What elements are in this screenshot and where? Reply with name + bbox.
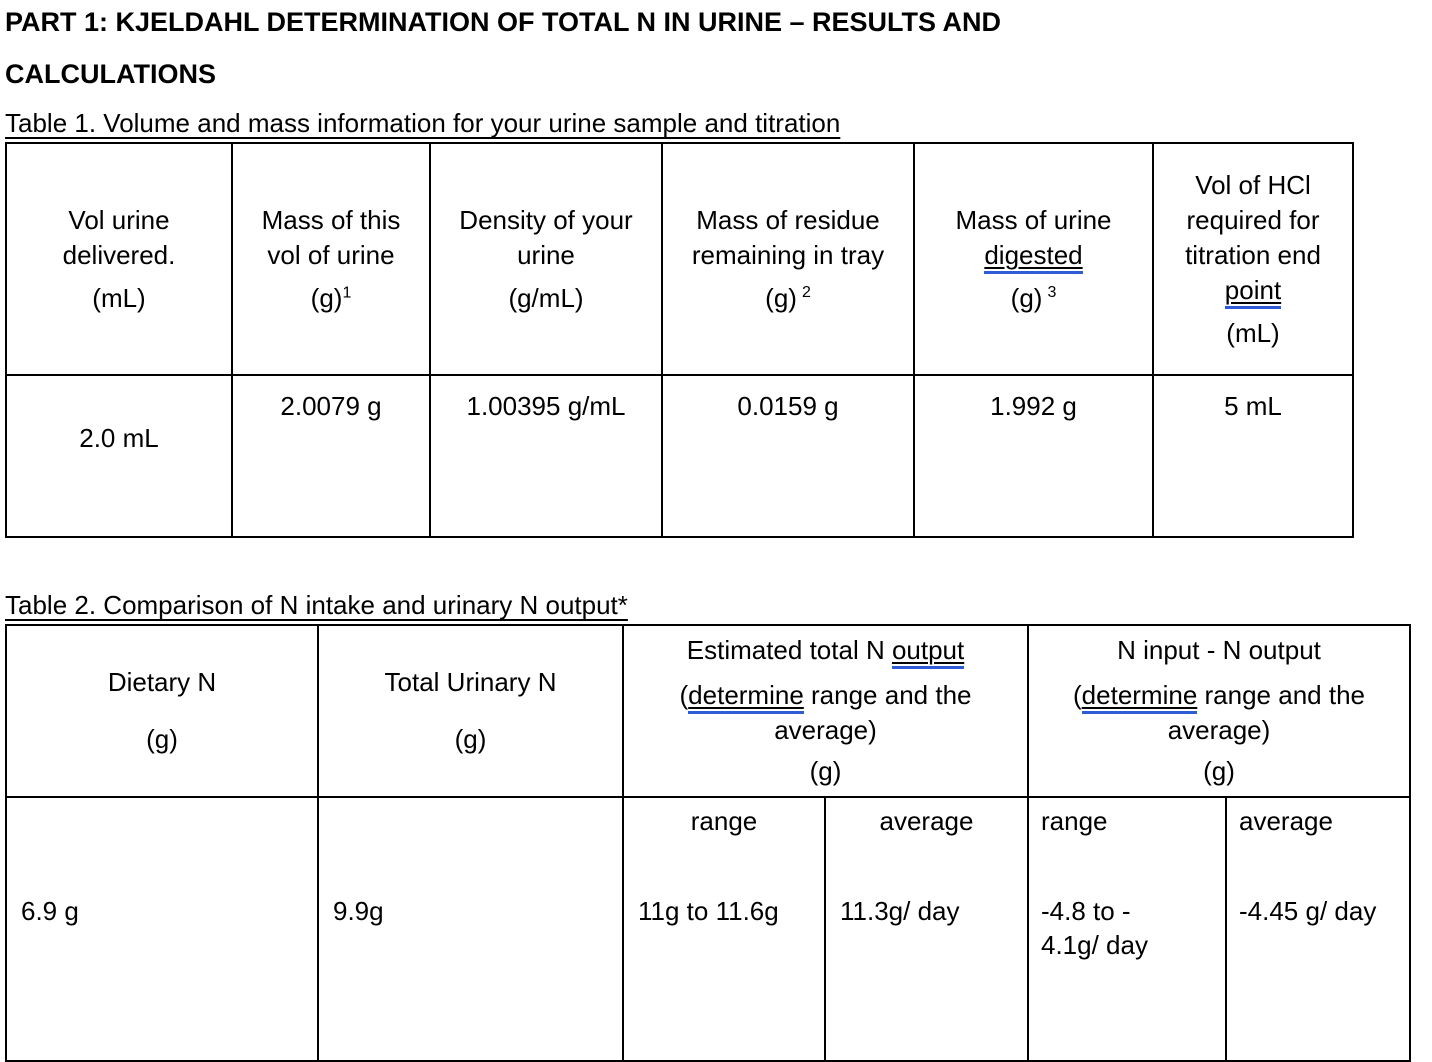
header-unit: (g/mL) bbox=[508, 282, 584, 313]
header-unit: (g) bbox=[146, 724, 178, 754]
header-line: (determine range and the bbox=[1029, 678, 1409, 714]
cell-estimated-range: range 11g to 11.6g bbox=[622, 796, 826, 1062]
cell-vol-urine: 2.0 mL bbox=[5, 374, 233, 538]
cell-estimated-average: average 11.3g/ day bbox=[824, 796, 1029, 1062]
sublabel-average: average bbox=[879, 806, 974, 836]
cell-dietary-n: 6.9 g bbox=[5, 796, 319, 1062]
table2-caption-text: Table 2. Comparison of N intake and urin… bbox=[5, 590, 628, 620]
header-line: titration end bbox=[1185, 239, 1321, 270]
header-line: average) bbox=[1167, 715, 1271, 745]
header-line: Dietary N bbox=[107, 667, 217, 697]
sublabel-average: average bbox=[1239, 806, 1333, 836]
header-line: remaining in tray bbox=[691, 239, 885, 270]
unit-text: (g) bbox=[1010, 282, 1043, 313]
header-unit: (g) bbox=[809, 756, 842, 786]
header-line: Mass of residue bbox=[696, 204, 880, 235]
underlined-word-digested: digested bbox=[984, 239, 1083, 274]
underlined-word-determine: determine bbox=[688, 680, 804, 714]
header-unit: (mL) bbox=[92, 282, 146, 313]
header-unit: (g) bbox=[1203, 756, 1235, 786]
table1-data-row: 2.0 mL 2.0079 g 1.00395 g/mL 0.0159 g 1.… bbox=[5, 374, 1354, 538]
unit-text: (g) bbox=[310, 282, 343, 313]
cell-hcl: 5 mL bbox=[1152, 374, 1354, 538]
header-unit: (g) 2 bbox=[663, 281, 913, 316]
cell-balance-range: range -4.8 to - 4.1g/ day bbox=[1027, 796, 1227, 1062]
header-line: average) bbox=[774, 715, 877, 745]
cell-residue: 0.0159 g bbox=[661, 374, 915, 538]
header-text: ( bbox=[679, 680, 689, 710]
unit-text: (g) bbox=[765, 282, 797, 313]
sublabel-range: range bbox=[690, 806, 758, 836]
table1-header-mass: Mass of this vol of urine (g)1 bbox=[231, 142, 431, 376]
table1-header-row: Vol urine delivered. (mL) Mass of this v… bbox=[5, 142, 1354, 376]
page-title-line1: PART 1: KJELDAHL DETERMINATION OF TOTAL … bbox=[5, 7, 1002, 37]
underlined-word-determine: determine bbox=[1081, 680, 1198, 714]
table1: Vol urine delivered. (mL) Mass of this v… bbox=[5, 142, 1354, 538]
table1-caption: Table 1. Volume and mass information for… bbox=[5, 108, 1432, 138]
value-balance-average: -4.45 g/ day bbox=[1239, 896, 1377, 926]
table1-header-digested: Mass of urine digested (g) 3 bbox=[913, 142, 1154, 376]
header-line: urine bbox=[517, 239, 575, 270]
header-unit: (g) 3 bbox=[915, 281, 1152, 316]
table2-data-row: 6.9 g 9.9g range 11g to 11.6g average 11… bbox=[5, 796, 1411, 1062]
page-title: PART 1: KJELDAHL DETERMINATION OF TOTAL … bbox=[5, 6, 1432, 90]
underlined-word-point: point bbox=[1224, 274, 1282, 309]
cell-density: 1.00395 g/mL bbox=[429, 374, 663, 538]
header-line: Estimated total N output bbox=[624, 633, 1027, 669]
footnote-superscript: 3 bbox=[1047, 283, 1057, 301]
header-line: Density of your bbox=[459, 204, 633, 235]
value-estimated-range: 11g to 11.6g bbox=[638, 896, 779, 926]
header-text: ( bbox=[1073, 680, 1082, 710]
footnote-superscript: 1 bbox=[342, 283, 352, 301]
header-text: range and the bbox=[803, 680, 972, 710]
table1-header-vol-urine: Vol urine delivered. (mL) bbox=[5, 142, 233, 376]
table2: Dietary N (g) Total Urinary N (g) Estima… bbox=[5, 624, 1411, 1062]
header-line: Vol of HCl bbox=[1195, 169, 1311, 200]
table1-header-residue: Mass of residue remaining in tray (g) 2 bbox=[661, 142, 915, 376]
table1-header-density: Density of your urine (g/mL) bbox=[429, 142, 663, 376]
header-line: required for bbox=[1186, 204, 1320, 235]
table1-caption-text: Table 1. Volume and mass information for… bbox=[5, 108, 841, 138]
underlined-word-output: output bbox=[891, 635, 965, 669]
header-line: vol of urine bbox=[267, 239, 395, 270]
header-unit: (mL) bbox=[1226, 317, 1280, 348]
table2-header-dietary: Dietary N (g) bbox=[5, 624, 319, 798]
header-line: Mass of urine bbox=[955, 204, 1112, 235]
cell-balance-average: average -4.45 g/ day bbox=[1225, 796, 1411, 1062]
cell-digested: 1.992 g bbox=[913, 374, 1154, 538]
cell-total-urinary-n: 9.9g bbox=[317, 796, 624, 1062]
header-line: digested bbox=[915, 238, 1152, 274]
table1-header-hcl: Vol of HCl required for titration end po… bbox=[1152, 142, 1354, 376]
value-estimated-average: 11.3g/ day bbox=[840, 896, 960, 926]
header-line: N input - N output bbox=[1117, 635, 1321, 665]
header-line: point bbox=[1154, 273, 1352, 309]
sublabel-range: range bbox=[1041, 806, 1108, 836]
footnote-superscript: 2 bbox=[801, 283, 811, 301]
header-text: range and the bbox=[1197, 680, 1365, 710]
header-line: Vol urine bbox=[68, 204, 170, 235]
header-line: (determine range and the bbox=[624, 678, 1027, 714]
header-unit: (g) bbox=[454, 724, 487, 754]
header-line: delivered. bbox=[62, 239, 176, 270]
table2-header-n-balance: N input - N output (determine range and … bbox=[1027, 624, 1411, 798]
header-line: Total Urinary N bbox=[384, 667, 557, 697]
table2-header-estimated-output: Estimated total N output (determine rang… bbox=[622, 624, 1029, 798]
table2-header-urinary: Total Urinary N (g) bbox=[317, 624, 624, 798]
value-balance-range: -4.8 to - 4.1g/ day bbox=[1041, 896, 1148, 960]
table2-caption: Table 2. Comparison of N intake and urin… bbox=[5, 590, 1432, 620]
header-unit: (g)1 bbox=[233, 281, 429, 316]
cell-mass-of-vol: 2.0079 g bbox=[231, 374, 431, 538]
page-title-line2: CALCULATIONS bbox=[5, 59, 216, 89]
header-text: Estimated total N bbox=[686, 635, 892, 665]
header-line: Mass of this bbox=[261, 204, 401, 235]
table2-header-row: Dietary N (g) Total Urinary N (g) Estima… bbox=[5, 624, 1411, 798]
